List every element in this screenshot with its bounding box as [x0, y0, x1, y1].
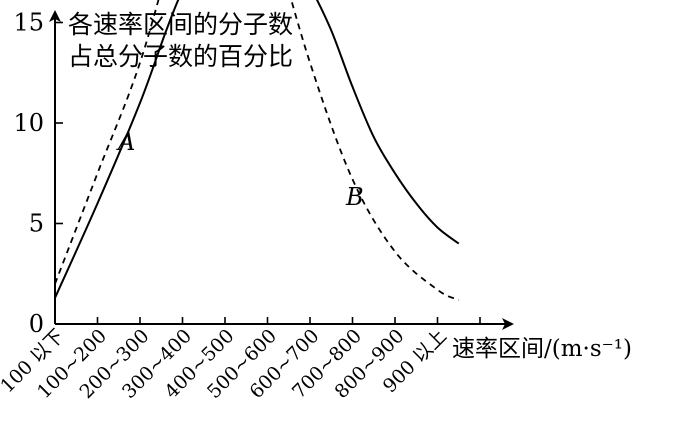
y-tick-label: 15	[13, 9, 44, 37]
y-tick-label: 10	[13, 109, 44, 137]
x-axis-label: 速率区间/(m·s⁻¹)	[452, 336, 632, 362]
curves	[54, 0, 460, 301]
x-ticks: 100 以下100~200200~300300~400400~500500~60…	[0, 317, 481, 403]
y-tick-label: 0	[29, 310, 44, 338]
y-tick-label: 5	[29, 210, 44, 238]
y-axis-label-line-2: 占总分子数的百分比	[68, 42, 293, 71]
curve-label-a: A	[116, 128, 135, 156]
curve-labels: AB	[116, 128, 364, 211]
y-axis-label-line-1: 各速率区间的分子数	[68, 10, 293, 39]
y-ticks: 05101520	[13, 9, 63, 338]
curve-b	[54, 0, 460, 299]
curve-label-b: B	[345, 183, 364, 211]
